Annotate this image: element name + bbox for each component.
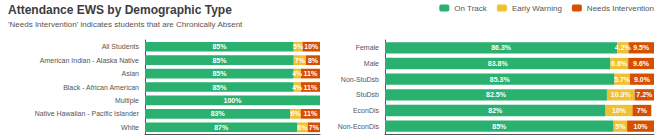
svg-text:6%: 6% [297,124,308,131]
svg-text:EconDis: EconDis [353,107,380,114]
svg-text:On Track: On Track [454,4,487,13]
svg-text:11%: 11% [304,70,318,77]
svg-text:Needs Intervention: Needs Intervention [587,4,654,13]
svg-text:6%: 6% [290,110,301,117]
svg-text:5.7%: 5.7% [614,76,631,83]
svg-text:5%: 5% [293,43,304,50]
svg-text:7.2%: 7.2% [636,91,653,98]
svg-text:Asian: Asian [121,70,139,77]
svg-text:Native Hawaiian - Pacific Isla: Native Hawaiian - Pacific Islander [35,110,140,117]
svg-text:7%: 7% [309,124,320,131]
svg-text:Multiple: Multiple [115,97,139,105]
svg-text:Female: Female [356,44,379,51]
svg-text:Non-StuDsb: Non-StuDsb [341,76,379,83]
svg-text:4.2%: 4.2% [615,44,632,51]
svg-text:11%: 11% [304,84,318,91]
svg-text:StuDsb: StuDsb [356,91,379,98]
svg-text:American Indian - Alaska Nativ: American Indian - Alaska Native [40,57,139,64]
svg-text:83%: 83% [211,110,226,117]
svg-text:All Students: All Students [102,43,140,50]
svg-text:85%: 85% [212,70,227,77]
svg-text:85.3%: 85.3% [490,76,511,83]
svg-text:8%: 8% [308,57,319,64]
svg-text:85%: 85% [212,57,227,64]
svg-text:White: White [121,124,139,131]
svg-text:87%: 87% [214,124,229,131]
svg-text:10%: 10% [612,107,627,114]
svg-text:7%: 7% [295,57,306,64]
svg-text:9.0%: 9.0% [634,76,651,83]
svg-text:10%: 10% [304,43,319,50]
svg-text:Male: Male [364,60,379,67]
svg-text:10%: 10% [634,123,649,130]
svg-text:83.8%: 83.8% [488,60,509,67]
svg-text:4%: 4% [292,84,303,91]
svg-text:82.5%: 82.5% [486,91,507,98]
svg-text:Non-EconDis: Non-EconDis [338,123,380,130]
svg-text:4%: 4% [292,70,303,77]
svg-text:85%: 85% [212,43,227,50]
svg-text:82%: 82% [488,107,503,114]
svg-text:9.6%: 9.6% [633,60,650,67]
svg-text:11%: 11% [304,110,318,117]
svg-text:86.3%: 86.3% [491,44,512,51]
svg-text:9.5%: 9.5% [633,44,650,51]
svg-text:10.3%: 10.3% [611,91,632,98]
svg-text:100%: 100% [224,97,243,104]
svg-text:7%: 7% [637,107,648,114]
svg-text:Black - African American: Black - African American [63,84,139,91]
svg-text:Attendance EWS by Demographic: Attendance EWS by Demographic Type [8,3,232,17]
svg-text:85%: 85% [492,123,507,130]
svg-text:6.6%: 6.6% [611,60,628,67]
svg-text:5%: 5% [615,123,626,130]
svg-text:Early Warning: Early Warning [512,4,562,13]
svg-text:85%: 85% [212,84,227,91]
svg-text:'Needs Intervention' indicates: 'Needs Intervention' indicates students … [8,20,243,29]
